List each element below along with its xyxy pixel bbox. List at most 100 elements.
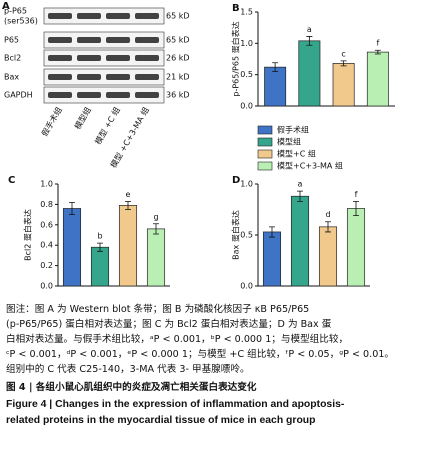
caption-line: (p-P65/P65) 蛋白相对表达量；图 C 为 Bcl2 蛋白相对表达量；D…: [6, 319, 332, 330]
bar: [290, 195, 310, 287]
y-tick-label: 1.0: [40, 180, 53, 189]
caption-line: 图注：图 A 为 Western blot 条带；图 B 为磷酸化核因子 κB …: [6, 304, 310, 315]
caption-line: 白相对表达量。与假手术组比较，ᵃP < 0.001，ᵇP < 0.000 1；与…: [6, 334, 349, 345]
significance-label: c: [341, 49, 345, 58]
caption-line: ᶜP < 0.001，ᵈP < 0.001，ᵉP < 0.000 1；与模型 +…: [6, 349, 395, 360]
panel-label: A: [2, 1, 10, 12]
bar: [262, 231, 282, 287]
blot-frame: [43, 31, 165, 49]
error-bar: [153, 223, 159, 235]
blot-band: [77, 55, 101, 61]
blot-frame: [43, 49, 165, 67]
blot-band: [106, 92, 130, 98]
error-bar: [272, 62, 279, 72]
blot-row-label: Bax: [4, 73, 19, 82]
blot-frame: [43, 7, 165, 25]
error-bar: [125, 200, 131, 210]
legend-label: 假手术组: [277, 125, 309, 135]
bar: [332, 63, 355, 107]
blot-band: [135, 74, 159, 80]
bar: [118, 205, 138, 287]
blot-band: [135, 92, 159, 98]
legend-label: 模型+C 组: [277, 149, 316, 159]
y-tick-label: 0.4: [40, 241, 53, 250]
legend-label: 模型+C+3-MA 组: [277, 161, 343, 171]
blot-row-label: P65: [4, 36, 19, 45]
bar: [346, 208, 366, 287]
error-bar: [297, 190, 303, 202]
blot-frame: [43, 68, 165, 86]
blot-band: [48, 55, 72, 61]
significance-label: f: [376, 39, 379, 48]
blot-row-label: Bcl2: [4, 54, 21, 63]
bar: [90, 246, 110, 287]
blot-band: [135, 37, 159, 43]
panel-label: D: [232, 175, 240, 186]
y-tick-label: 0.2: [40, 261, 53, 270]
blot-size: 65 kD: [166, 12, 190, 21]
bar: [62, 208, 82, 287]
y-tick-label: 1.0: [240, 180, 253, 189]
lane-label: 模型组: [72, 105, 93, 131]
lane-label: 假手术组: [39, 105, 64, 138]
blot-size: 21 kD: [166, 73, 190, 82]
figure-title-en: related proteins in the myocardial tissu…: [6, 415, 316, 426]
legend-swatch: [257, 137, 273, 147]
bar: [366, 51, 389, 107]
error-bar: [325, 221, 331, 233]
significance-label: f: [355, 190, 358, 199]
lane-label: 模型 +C 组: [93, 105, 122, 146]
y-tick-label: 0.0: [40, 282, 53, 291]
error-bar: [340, 60, 347, 67]
error-bar: [69, 201, 75, 215]
blot-size: 26 kD: [166, 54, 190, 63]
significance-label: e: [126, 190, 131, 199]
blot-band: [106, 74, 130, 80]
legend-swatch: [257, 149, 273, 159]
blot-band: [48, 13, 72, 19]
significance-label: a: [298, 180, 303, 189]
significance-label: d: [325, 210, 330, 219]
blot-band: [135, 55, 159, 61]
error-bar: [269, 226, 275, 238]
y-tick-label: 0.0: [240, 102, 253, 111]
y-axis-label: Bcl2 蛋白表达: [23, 209, 33, 261]
blot-band: [106, 13, 130, 19]
bar: [298, 40, 321, 107]
blot-band: [106, 37, 130, 43]
y-tick-label: 0.0: [240, 282, 253, 291]
y-axis-label: p-P65/P65 蛋白表达: [231, 21, 241, 96]
figure-title-en: Figure 4 | Changes in the expression of …: [6, 399, 345, 410]
error-bar: [306, 36, 313, 46]
legend-swatch: [257, 161, 273, 171]
bar: [146, 228, 166, 287]
legend-swatch: [257, 125, 273, 135]
y-axis-label: Bax 蛋白表达: [231, 210, 241, 260]
y-tick-label: 0.6: [40, 220, 53, 229]
bar: [264, 66, 287, 107]
blot-size: 36 kD: [166, 91, 190, 100]
y-tick-label: 1.0: [240, 39, 253, 48]
error-bar: [353, 200, 359, 217]
y-tick-label: 0.5: [240, 70, 253, 79]
blot-band: [77, 92, 101, 98]
blot-band: [77, 37, 101, 43]
significance-label: b: [97, 232, 102, 241]
bar: [318, 226, 338, 287]
blot-row-label: (ser536): [4, 17, 38, 26]
blot-size: 65 kD: [166, 36, 190, 45]
significance-label: g: [153, 212, 158, 221]
panel-label: B: [232, 3, 240, 14]
blot-band: [135, 13, 159, 19]
caption-line: 组别中的 C 代表 C25-140，3-MA 代表 3- 甲基腺嘌呤。: [6, 364, 250, 375]
blot-band: [48, 92, 72, 98]
y-tick-label: 0.8: [40, 200, 53, 209]
panel-label: C: [8, 175, 15, 186]
blot-band: [48, 37, 72, 43]
blot-band: [48, 74, 72, 80]
blot-row-label: p-P65: [4, 7, 27, 16]
error-bar: [97, 242, 103, 252]
figure-title-cn: 图 4 | 各组小鼠心肌组织中的炎症及凋亡相关蛋白表达变化: [6, 382, 257, 393]
significance-label: a: [307, 25, 312, 34]
